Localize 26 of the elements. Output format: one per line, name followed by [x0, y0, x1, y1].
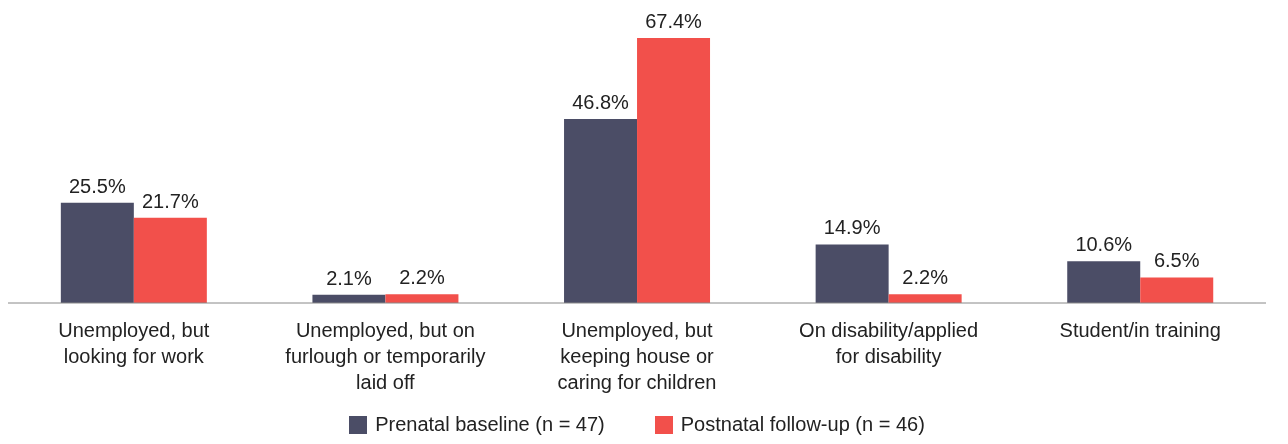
bar [133, 217, 207, 303]
data-label: 67.4% [645, 10, 703, 32]
data-label: 46.8% [572, 90, 630, 113]
data-label: 2.1% [326, 266, 372, 289]
data-label: 21.7% [141, 189, 199, 212]
data-label: 14.9% [823, 216, 881, 239]
x-tick-label: Unemployed, but keeping house or caring for children [557, 319, 717, 393]
bar [888, 294, 962, 303]
x-tick-label: Student/in training [1059, 319, 1221, 341]
bar [1140, 277, 1214, 303]
bar [815, 244, 889, 303]
data-label: 25.5% [68, 174, 126, 197]
x-tick-label: Unemployed, but looking for work [58, 319, 210, 367]
bar [385, 294, 459, 303]
bar [60, 202, 134, 303]
data-label: 6.5% [1153, 249, 1200, 272]
data-label: 2.2% [399, 266, 445, 289]
bar [1067, 261, 1141, 303]
bar [564, 118, 638, 303]
legend-label: Postnatal follow-up (n = 46) [680, 413, 925, 436]
data-label: 10.6% [1075, 233, 1133, 256]
bar [637, 38, 711, 303]
data-label: 2.2% [902, 266, 949, 289]
x-tick-label: On disability/applied for disability [799, 319, 979, 367]
legend-label: Prenatal baseline (n = 47) [375, 413, 605, 436]
x-tick-label: Unemployed, but on furlough or temporarily laid off [285, 319, 486, 393]
